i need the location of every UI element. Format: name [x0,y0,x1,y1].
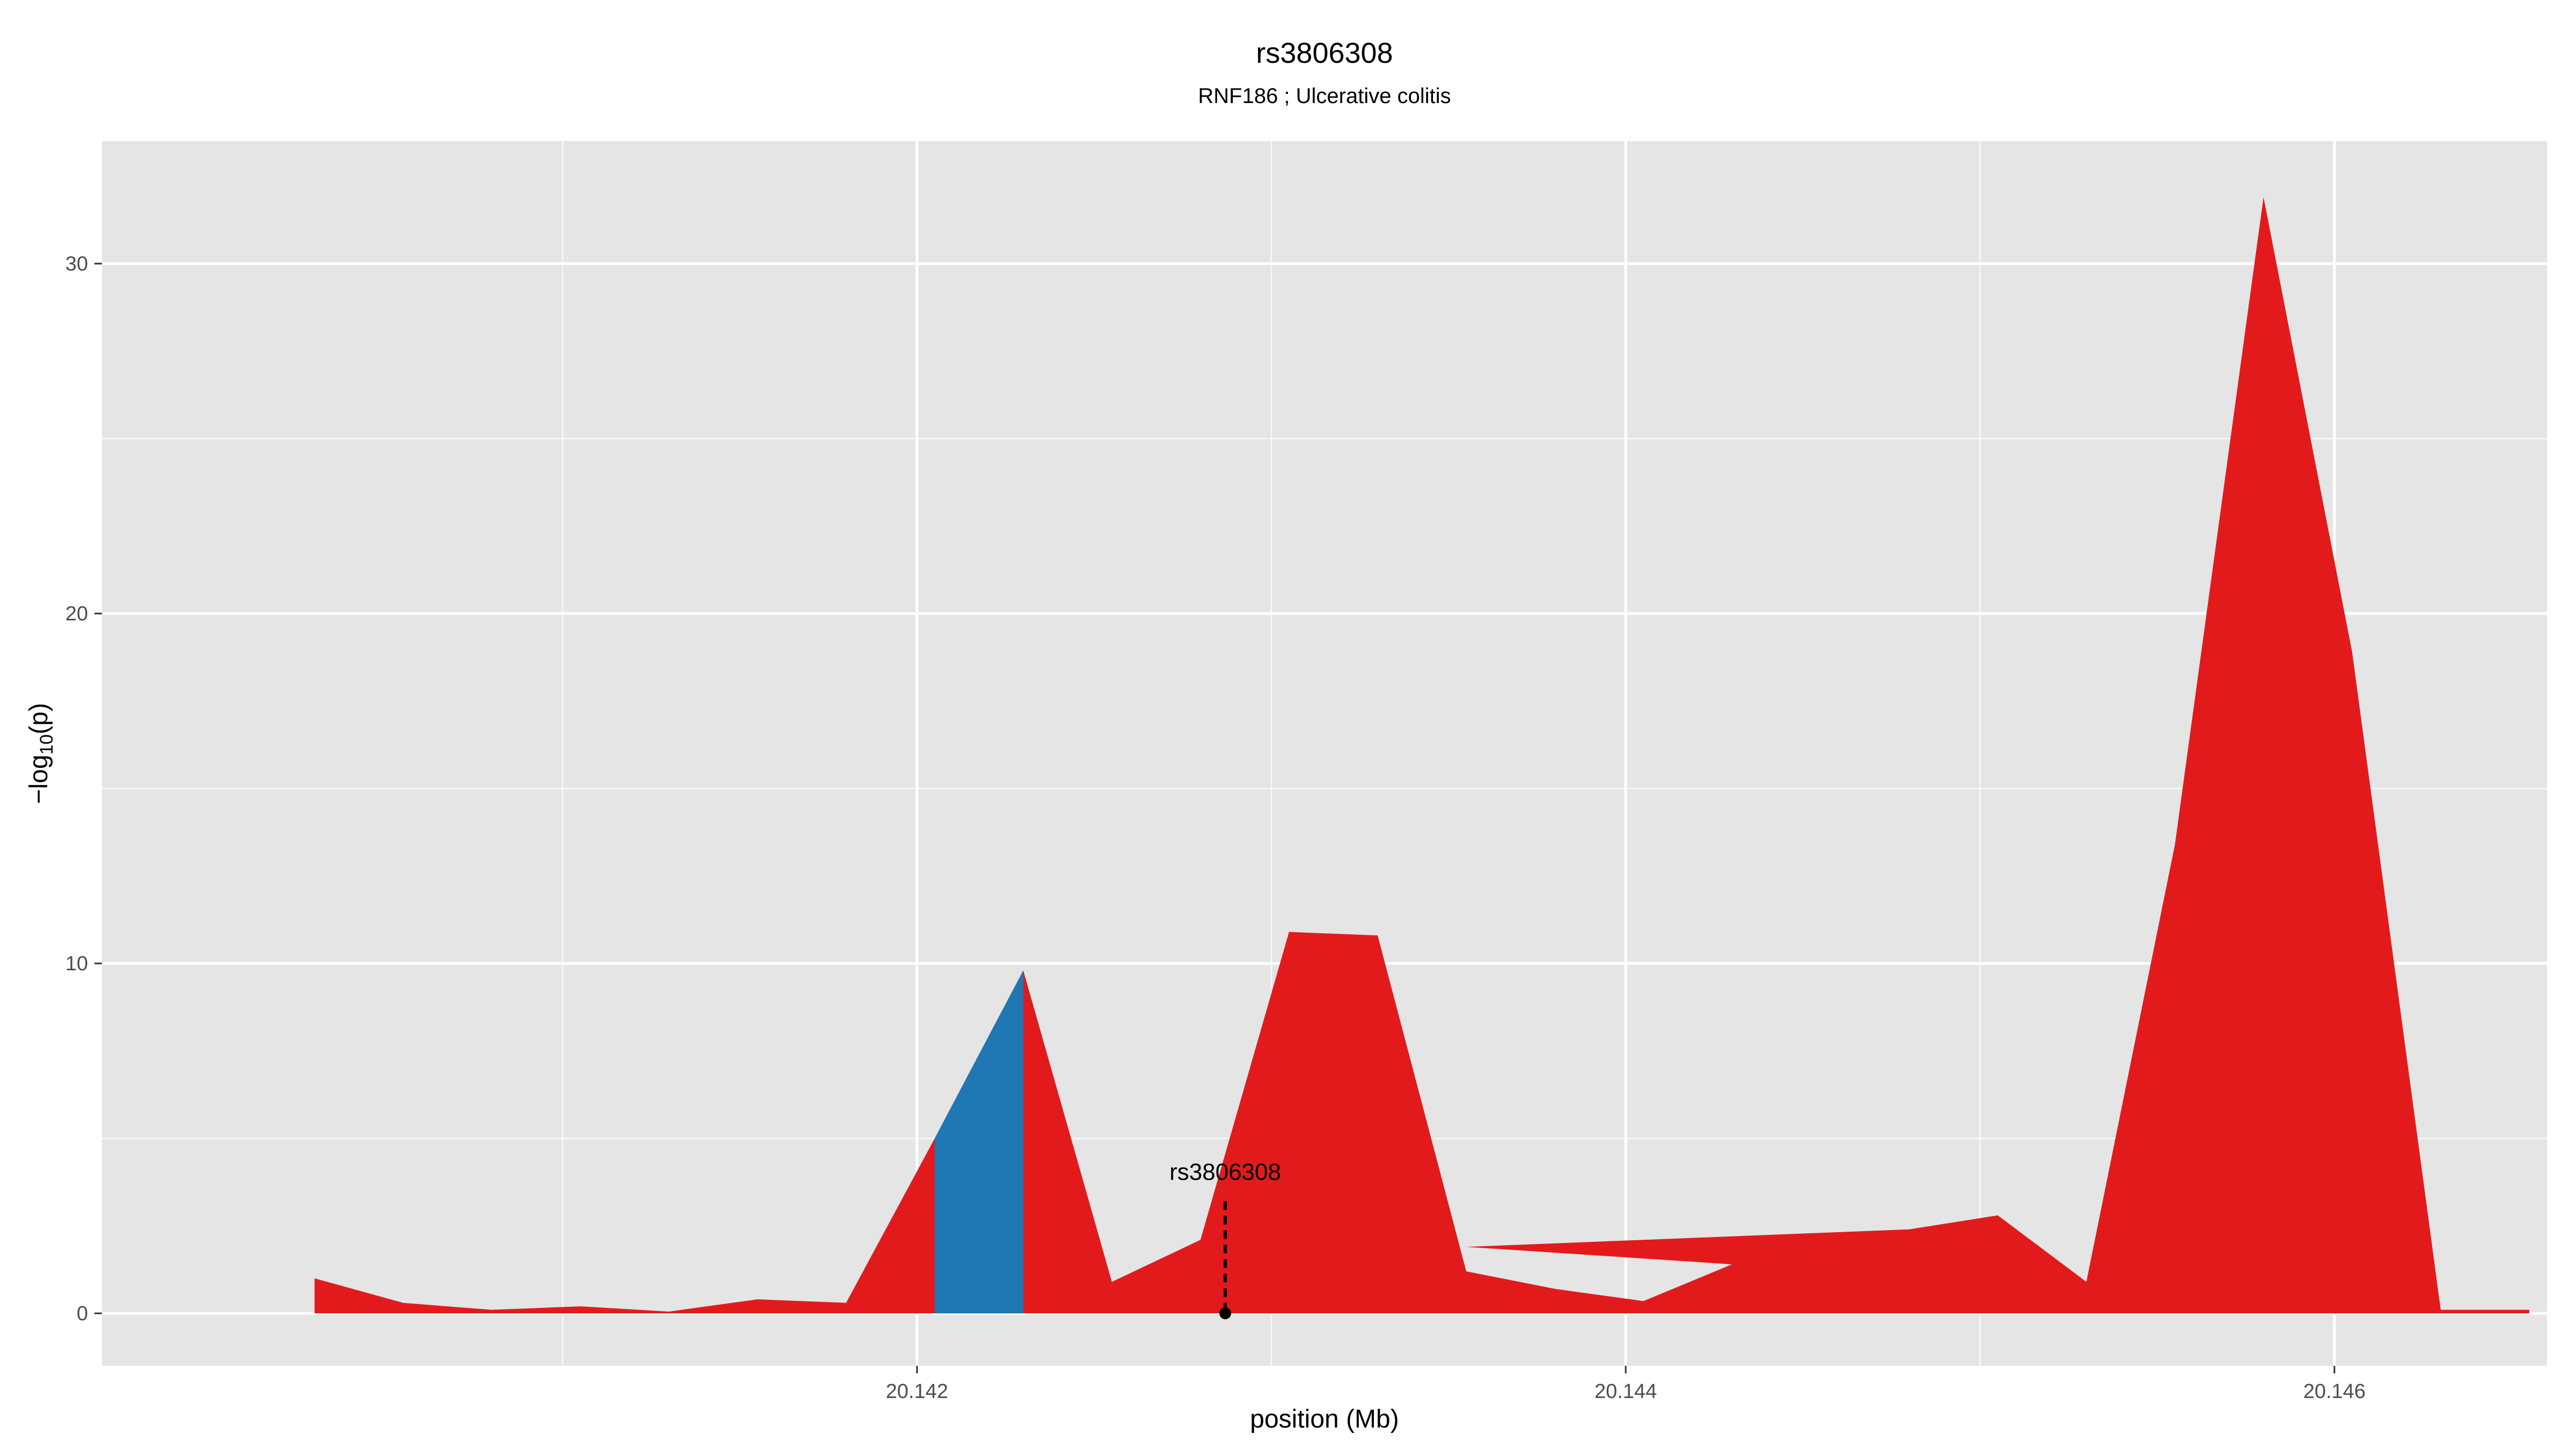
y-tick-label: 20 [65,603,88,625]
chart-title: rs3806308 [1256,37,1393,69]
annotation-point [1219,1307,1232,1320]
x-axis: 20.142 20.144 20.146 [886,1366,2366,1403]
annotation-group: rs3806308 [1169,1159,1281,1320]
annotation-label: rs3806308 [1169,1159,1281,1185]
y-tick-label: 10 [65,953,88,975]
y-axis-title-main: −log [25,755,53,804]
y-tick-label: 30 [65,253,88,275]
x-tick-label: 20.144 [1594,1380,1657,1403]
area-main [314,197,2529,1314]
x-axis-title: position (Mb) [1250,1405,1399,1433]
y-axis: 0 10 20 30 [65,253,102,1325]
y-axis-title-tail: (p) [25,703,53,735]
y-axis-title: −log10(p) [25,703,57,804]
chart-subtitle: RNF186 ; Ulcerative colitis [1198,84,1451,108]
area-layers [314,197,2529,1314]
x-tick-label: 20.146 [2303,1380,2366,1403]
y-tick-label: 0 [77,1302,88,1325]
y-axis-title-subscript: 10 [36,734,57,755]
area-highlight [934,970,1023,1314]
x-tick-label: 20.142 [886,1380,948,1403]
